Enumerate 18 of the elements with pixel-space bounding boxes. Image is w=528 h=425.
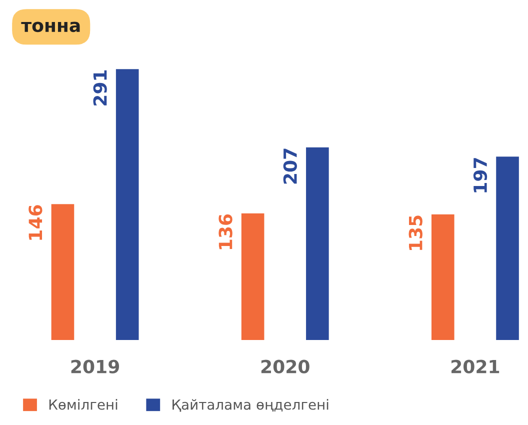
bar [306, 147, 329, 340]
legend-label: Қайталама өңделгені [172, 399, 328, 412]
data-label: 197 [473, 158, 488, 192]
bar [496, 156, 519, 340]
x-tick-label: 2019 [71, 360, 120, 374]
x-tick-label: 2021 [452, 360, 500, 374]
data-label: 291 [93, 70, 107, 106]
chart-title: тонна [21, 22, 80, 32]
data-label: 135 [408, 216, 422, 250]
x-tick-label: 2020 [261, 360, 310, 374]
bar [431, 214, 454, 340]
data-label: 136 [218, 214, 232, 250]
bar [241, 213, 264, 340]
data-label: 207 [283, 148, 297, 184]
legend-label: Көмілгені [49, 399, 118, 410]
bar [116, 69, 139, 340]
data-label: 146 [28, 205, 42, 240]
bar [51, 204, 74, 340]
